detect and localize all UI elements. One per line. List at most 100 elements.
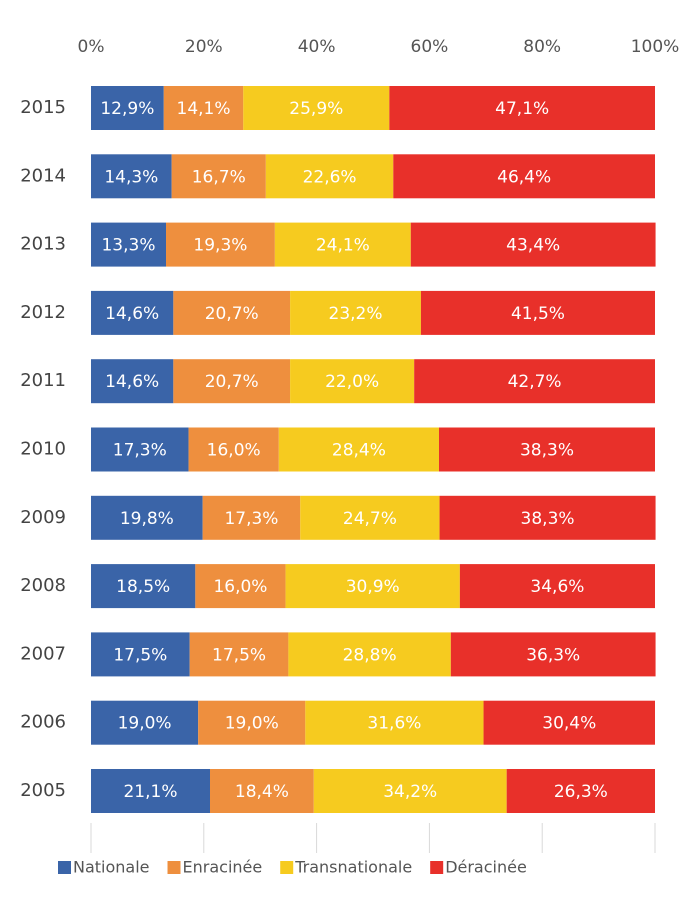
bar-segment xyxy=(313,769,507,813)
data-label: 18,5% xyxy=(116,577,170,597)
data-label: 19,8% xyxy=(120,509,174,529)
y-tick-label: 2005 xyxy=(20,780,66,801)
bar-segment xyxy=(483,700,655,745)
bar-segment xyxy=(91,632,190,677)
x-tick-label: 60% xyxy=(411,37,449,57)
bar-segment xyxy=(288,632,451,677)
data-label: 31,6% xyxy=(367,714,421,734)
data-label: 24,1% xyxy=(316,236,370,256)
legend-swatch xyxy=(167,861,181,874)
x-tick-label: 100% xyxy=(631,37,680,57)
bar-segment xyxy=(438,427,655,472)
bar-segment xyxy=(389,86,655,130)
y-tick-label: 2014 xyxy=(20,165,66,186)
data-label: 42,7% xyxy=(508,372,562,392)
data-label: 16,7% xyxy=(192,167,246,187)
data-label: 16,0% xyxy=(213,577,267,597)
data-label: 22,0% xyxy=(325,372,379,392)
data-label: 19,0% xyxy=(118,714,172,734)
data-label: 25,9% xyxy=(289,99,343,119)
data-label: 34,2% xyxy=(383,782,437,802)
bar-segment xyxy=(171,154,266,199)
y-tick-label: 2015 xyxy=(20,97,66,118)
data-label: 18,4% xyxy=(235,782,289,802)
data-label: 28,4% xyxy=(332,441,386,461)
bar-segment xyxy=(202,495,301,540)
data-label: 14,1% xyxy=(177,99,231,119)
data-label: 30,9% xyxy=(346,577,400,597)
bar-segment xyxy=(188,427,279,472)
data-label: 30,4% xyxy=(542,714,596,734)
y-tick-label: 2008 xyxy=(20,575,66,596)
data-label: 14,6% xyxy=(105,372,159,392)
legend-label: Enracinée xyxy=(183,858,263,877)
bar-segment xyxy=(243,86,390,130)
bar-segment xyxy=(210,769,314,813)
bar-segment xyxy=(91,222,167,267)
bar-segment xyxy=(393,154,655,199)
legend-swatch xyxy=(280,861,294,874)
data-label: 16,0% xyxy=(207,441,261,461)
data-label: 17,5% xyxy=(113,645,167,665)
data-label: 43,4% xyxy=(506,236,560,256)
data-label: 17,3% xyxy=(113,441,167,461)
bar-segment xyxy=(274,222,411,267)
bar-segment xyxy=(420,290,655,335)
bar-segment xyxy=(91,495,203,540)
data-label: 17,5% xyxy=(212,645,266,665)
x-tick-label: 0% xyxy=(78,37,105,57)
bar-segment xyxy=(285,564,460,609)
x-tick-label: 40% xyxy=(298,37,336,57)
data-label: 41,5% xyxy=(511,304,565,324)
bar-segment xyxy=(91,86,164,130)
bar-segment xyxy=(265,154,394,199)
y-tick-label: 2009 xyxy=(20,507,66,528)
y-tick-label: 2011 xyxy=(20,370,66,391)
bar-segment xyxy=(290,290,421,335)
data-label: 26,3% xyxy=(554,782,608,802)
bar-segment xyxy=(189,632,289,677)
bar-segment xyxy=(506,769,655,813)
bar-segment xyxy=(91,427,189,472)
bar-segment xyxy=(166,222,275,267)
y-tick-label: 2012 xyxy=(20,302,66,323)
legend-swatch xyxy=(430,861,444,874)
bar-segment xyxy=(278,427,439,472)
data-label: 46,4% xyxy=(497,167,551,187)
bar-segment xyxy=(91,359,174,404)
bar-segment xyxy=(410,222,656,267)
data-label: 22,6% xyxy=(303,167,357,187)
x-tick-label: 20% xyxy=(185,37,223,57)
bar-segment xyxy=(305,700,484,745)
bar-segment xyxy=(198,700,306,745)
y-tick-label: 2013 xyxy=(20,234,66,255)
legend-label: Nationale xyxy=(73,858,150,877)
y-tick-label: 2006 xyxy=(20,712,66,733)
data-label: 14,6% xyxy=(105,304,159,324)
data-label: 28,8% xyxy=(343,645,397,665)
data-label: 12,9% xyxy=(100,99,154,119)
legend-label: Transnationale xyxy=(294,858,412,877)
data-label: 38,3% xyxy=(521,509,575,529)
data-label: 17,3% xyxy=(224,509,278,529)
data-label: 34,6% xyxy=(530,577,584,597)
legend-label: Déracinée xyxy=(445,858,527,877)
bar-segment xyxy=(173,359,291,404)
data-label: 20,7% xyxy=(205,372,259,392)
bar-segment xyxy=(414,359,655,404)
bar-segment xyxy=(459,564,655,609)
y-tick-label: 2007 xyxy=(20,643,66,664)
bar-segment xyxy=(173,290,291,335)
data-label: 38,3% xyxy=(520,441,574,461)
bar-segment xyxy=(300,495,440,540)
bar-segment xyxy=(91,769,211,813)
data-label: 36,3% xyxy=(526,645,580,665)
bar-segment xyxy=(439,495,656,540)
data-label: 21,1% xyxy=(123,782,177,802)
data-label: 24,7% xyxy=(343,509,397,529)
data-label: 23,2% xyxy=(329,304,383,324)
y-tick-label: 2010 xyxy=(20,439,66,460)
data-label: 20,7% xyxy=(205,304,259,324)
bar-segment xyxy=(195,564,286,609)
